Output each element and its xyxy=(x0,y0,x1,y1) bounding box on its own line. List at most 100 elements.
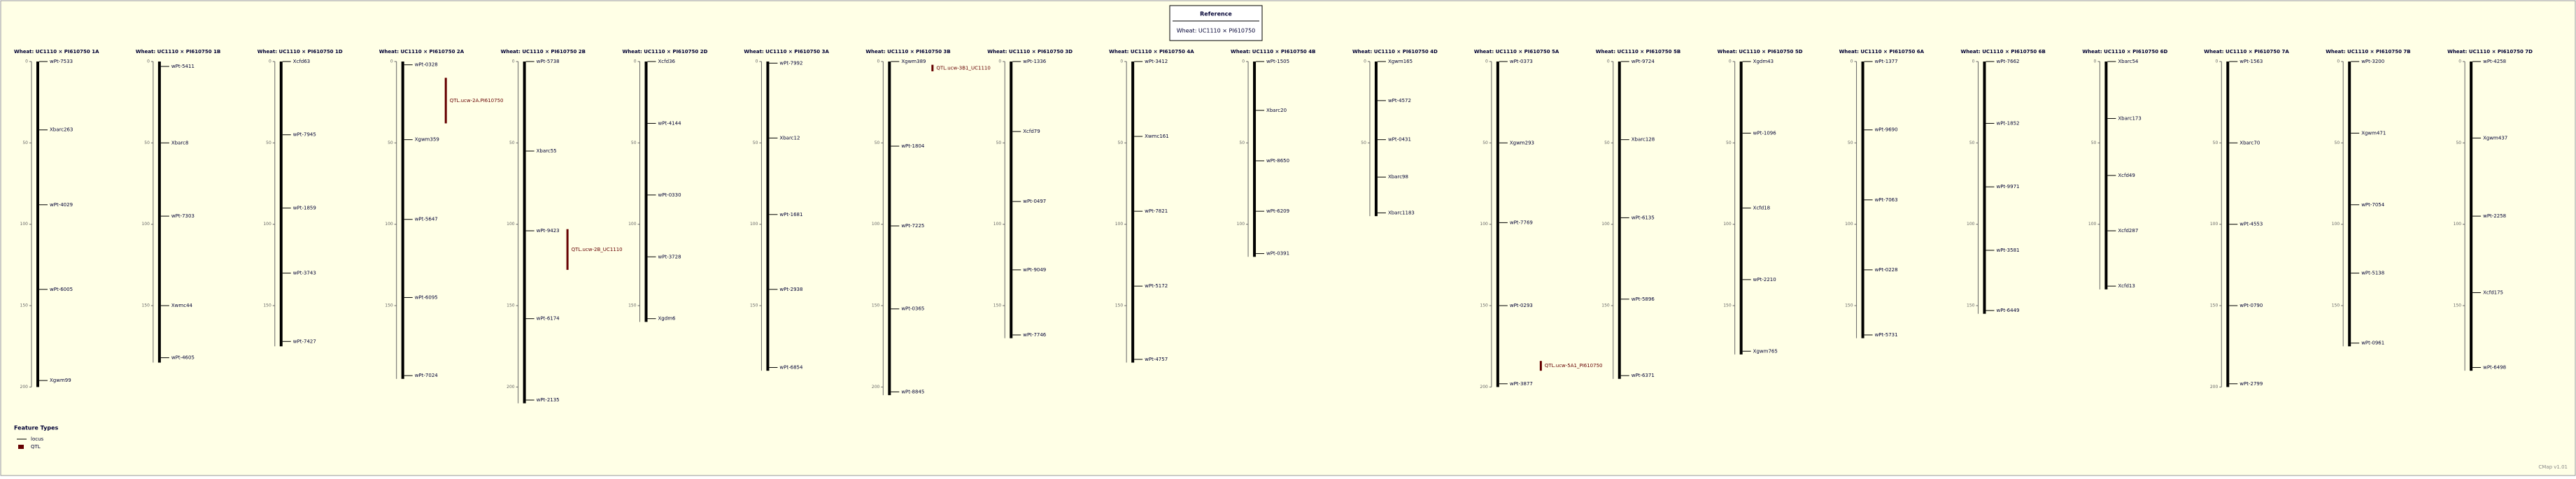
marker-label: wPt-5411 xyxy=(171,64,194,69)
marker-label: wPt-7024 xyxy=(415,373,439,378)
scale-label: 0 xyxy=(512,59,515,64)
marker-label: wPt-7303 xyxy=(171,213,194,219)
scale-label: 100 xyxy=(507,222,515,227)
reference-box xyxy=(1169,5,1263,41)
marker-label: wPt-1563 xyxy=(2239,59,2263,64)
marker-label: Xgdm6 xyxy=(658,316,677,322)
marker-label: wPt-6095 xyxy=(415,294,438,300)
marker-label: Xcfd18 xyxy=(1753,205,1770,210)
marker-label: Xcfd175 xyxy=(2483,289,2503,295)
scale-label: 150 xyxy=(1845,303,1853,308)
scale-label: 50 xyxy=(875,141,880,145)
scale-label: 150 xyxy=(1967,303,1975,308)
scale-label: 100 xyxy=(1237,222,1245,227)
scale-label: 150 xyxy=(1723,303,1732,308)
chromosome-bar xyxy=(279,62,283,347)
scale-label: 0 xyxy=(390,59,393,64)
marker-label: wPt-1859 xyxy=(293,205,316,210)
marker-label: Xcfd79 xyxy=(1023,129,1040,134)
map-title: Wheat: UC1110 × PI610750 3D xyxy=(987,49,1073,55)
qtl-label: QTL.ucw-2B_UC1110 xyxy=(572,247,623,252)
reference-title: Reference xyxy=(1200,11,1232,17)
scale-label: 100 xyxy=(1115,222,1124,227)
scale-label: 0 xyxy=(2215,59,2218,64)
map-title: Wheat: UC1110 × PI610750 3B xyxy=(865,49,950,55)
scale-label: 150 xyxy=(2210,303,2218,308)
marker-label: wPt-7225 xyxy=(901,223,924,229)
chromosome-bar xyxy=(2226,62,2230,387)
marker-label: wPt-9690 xyxy=(1875,127,1898,133)
scale-label: 50 xyxy=(388,141,393,145)
map-title: Wheat: UC1110 × PI610750 2D xyxy=(623,49,708,55)
scale-label: 150 xyxy=(628,303,637,308)
scale-label: 50 xyxy=(1726,141,1732,145)
marker-label: Xbarc54 xyxy=(2118,59,2139,64)
marker-label: Xcfd13 xyxy=(2118,283,2135,289)
marker-label: wPt-7533 xyxy=(50,59,73,64)
chromosome-bar xyxy=(766,62,770,371)
chromosome-bar xyxy=(1010,62,1013,338)
scale-label: 50 xyxy=(22,141,28,145)
map-title: Wheat: UC1110 × PI610750 7D xyxy=(2447,49,2533,55)
map-title: Wheat: UC1110 × PI610750 5A xyxy=(1474,49,1559,55)
scale-label: 0 xyxy=(1242,59,1245,64)
marker-label: Xcfd63 xyxy=(293,59,310,64)
marker-label: wPt-0790 xyxy=(2239,303,2263,308)
chromosome-bar xyxy=(1739,62,1743,355)
chromosome-bar xyxy=(1618,62,1621,379)
scale-label: 100 xyxy=(1967,222,1975,227)
marker-label: Xbarc98 xyxy=(1388,174,1408,180)
marker-label: wPt-5647 xyxy=(415,217,438,222)
map-title: Wheat: UC1110 × PI610750 6B xyxy=(1960,49,2045,55)
scale-label: 0 xyxy=(2458,59,2461,64)
map-title: Wheat: UC1110 × PI610750 5D xyxy=(1718,49,1803,55)
marker-label: Xbarc128 xyxy=(1632,137,1655,143)
marker-label: Xbarc8 xyxy=(171,140,189,145)
marker-label: wPt-3581 xyxy=(1996,248,2019,253)
marker-label: wPt-9724 xyxy=(1632,59,1655,64)
legend-title: Feature Types xyxy=(14,425,59,431)
marker-label: Xgwm389 xyxy=(901,59,926,64)
marker-label: wPt-4605 xyxy=(171,355,194,361)
marker-label: wPt-5896 xyxy=(1632,296,1655,302)
scale-label: 50 xyxy=(2335,141,2340,145)
marker-label: wPt-6209 xyxy=(1266,208,1289,214)
marker-label: Xgwm293 xyxy=(1510,140,1534,145)
scale-label: 100 xyxy=(993,222,1002,227)
scale-label: 100 xyxy=(2210,222,2218,227)
marker-label: wPt-0497 xyxy=(1023,199,1046,204)
marker-label: wPt-0328 xyxy=(415,62,438,68)
marker-label: wPt-4757 xyxy=(1145,357,1168,362)
marker-label: wPt-6135 xyxy=(1632,215,1655,220)
scale-label: 100 xyxy=(20,222,29,227)
marker-label: Xcfd287 xyxy=(2118,228,2138,234)
map-title: Wheat: UC1110 × PI610750 1B xyxy=(136,49,220,55)
marker-label: wPt-6371 xyxy=(1632,373,1655,378)
marker-label: Xbarc20 xyxy=(1266,108,1287,113)
scale-label: 150 xyxy=(1601,303,1610,308)
legend-item: locus xyxy=(31,436,44,442)
scale-label: 100 xyxy=(2454,222,2462,227)
scale-label: 100 xyxy=(1480,222,1488,227)
marker-label: wPt-0330 xyxy=(658,192,681,198)
scale-label: 0 xyxy=(877,59,880,64)
marker-label: wPt-0391 xyxy=(1266,251,1289,257)
scale-label: 50 xyxy=(1604,141,1610,145)
marker-label: wPt-2938 xyxy=(779,287,802,292)
marker-label: wPt-9971 xyxy=(1996,184,2019,190)
scale-label: 200 xyxy=(2210,385,2218,389)
scale-label: 150 xyxy=(507,303,515,308)
qtl-bar xyxy=(566,229,569,270)
map-title: Wheat: UC1110 × PI610750 7B xyxy=(2326,49,2410,55)
marker-label: wPt-0373 xyxy=(1510,59,1533,64)
marker-label: wPt-2135 xyxy=(537,397,560,403)
chromosome-bar xyxy=(1983,62,1986,314)
marker-label: wPt-4029 xyxy=(50,202,73,208)
scale-label: 100 xyxy=(1601,222,1610,227)
scale-label: 200 xyxy=(20,385,29,389)
marker-label: wPt-9049 xyxy=(1023,267,1046,273)
chromosome-bar xyxy=(36,62,39,387)
scale-label: 0 xyxy=(1607,59,1610,64)
map-title: Wheat: UC1110 × PI610750 1D xyxy=(257,49,343,55)
